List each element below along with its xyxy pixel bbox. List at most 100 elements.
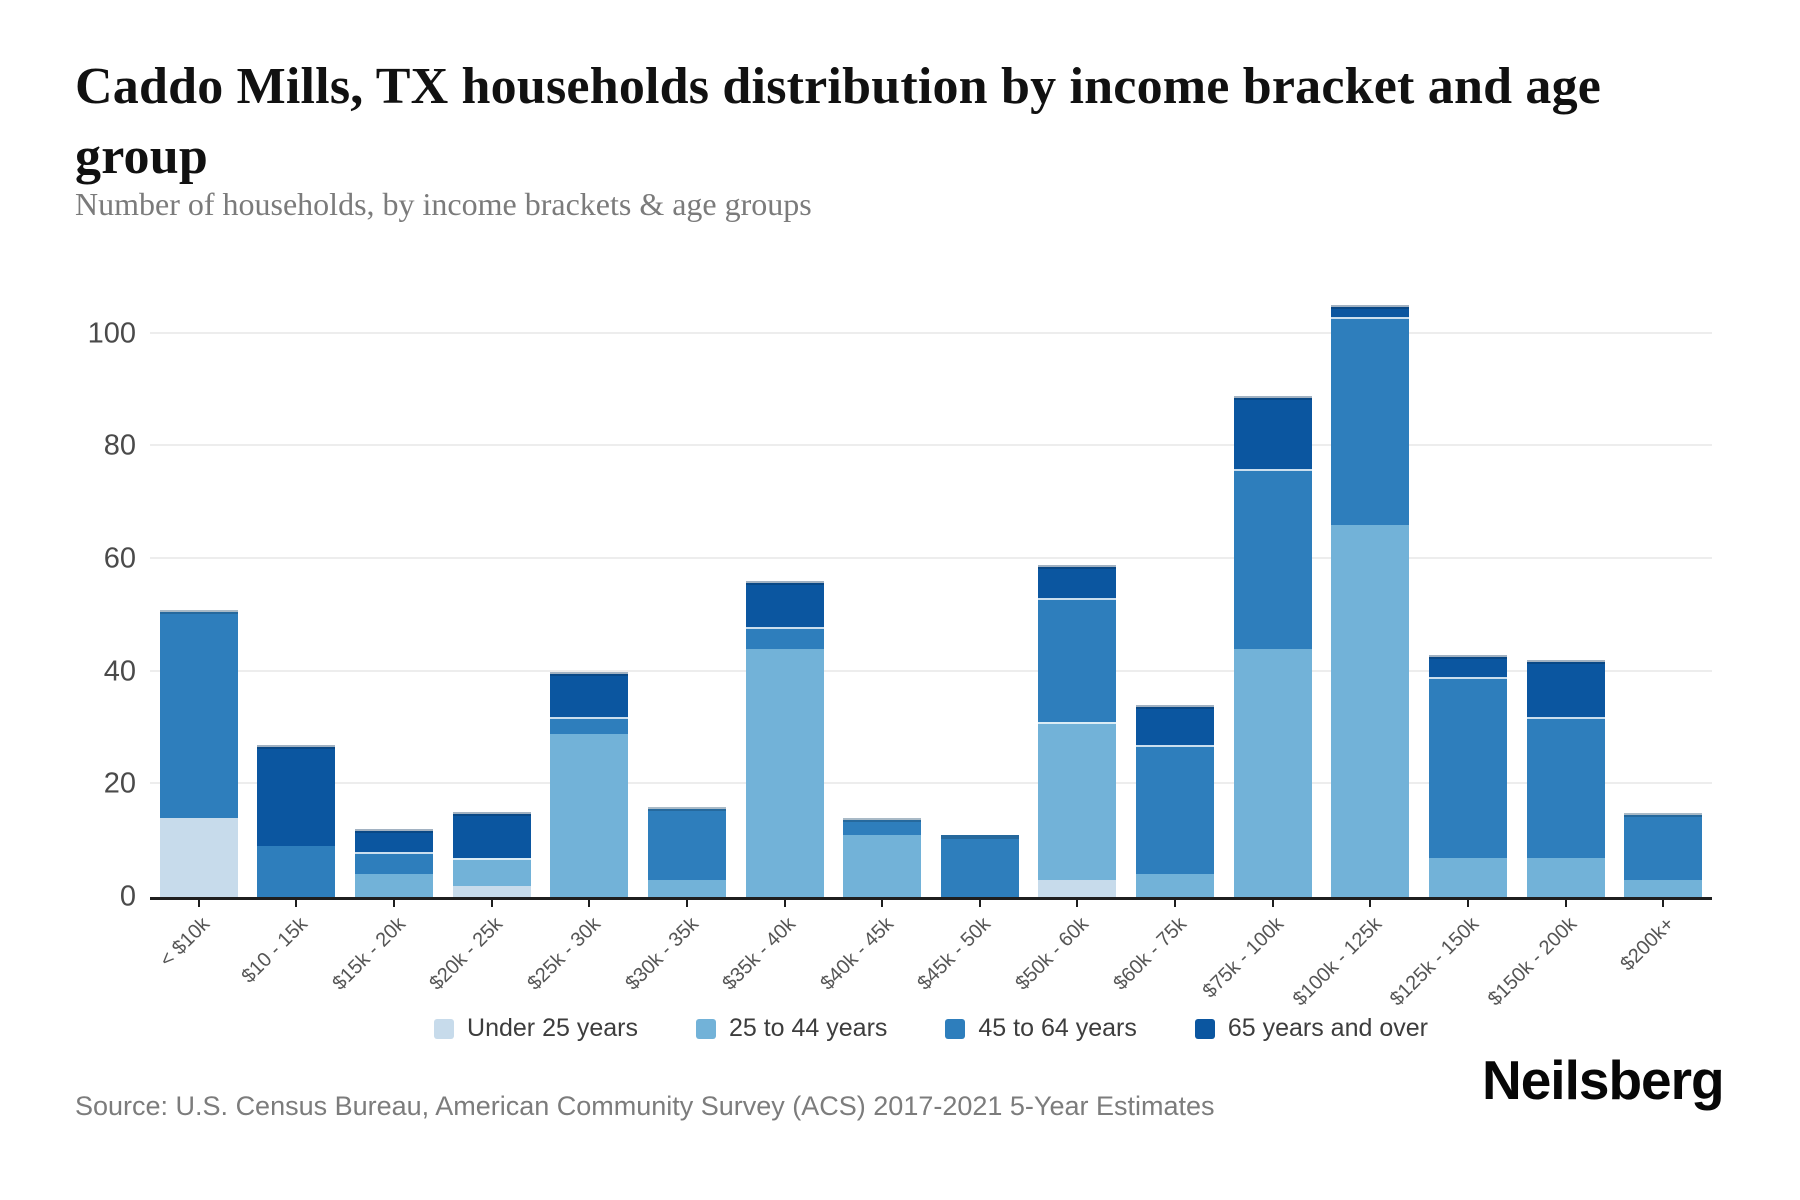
stacked-bar-$150k - 200k[interactable] (1526, 660, 1605, 897)
y-axis-tick-label: 20 (103, 767, 136, 800)
legend-swatch (434, 1018, 455, 1039)
category-slot: $10 - 15k (237, 280, 346, 988)
stacked-bar-$30k - 35k[interactable] (647, 806, 726, 897)
bar-segment-65-years-and-over[interactable] (745, 581, 824, 627)
x-axis-label: $60k - 75k (1109, 913, 1191, 995)
bar-segment-45-to-64-years[interactable] (940, 835, 1019, 897)
bar-segment-25-to-44-years[interactable] (647, 880, 726, 897)
bar-segment-25-to-44-years[interactable] (1136, 874, 1215, 897)
x-axis-tick (393, 900, 396, 907)
bar-segment-65-years-and-over[interactable] (257, 744, 336, 847)
bar-segment-45-to-64-years[interactable] (843, 818, 922, 836)
stacked-bar-$200k+[interactable] (1624, 812, 1703, 897)
x-axis-label: $30k - 35k (620, 913, 703, 995)
bar-segment-65-years-and-over[interactable] (452, 812, 531, 858)
stacked-bar-< $10k[interactable] (159, 609, 238, 897)
x-axis-tick (685, 900, 688, 907)
x-axis-tick (1076, 900, 1079, 907)
bar-segment-45-to-64-years[interactable] (1624, 812, 1703, 881)
bar-segment-25-to-44-years[interactable] (355, 874, 434, 897)
legend-swatch (945, 1018, 966, 1039)
legend-swatch (1194, 1018, 1215, 1039)
bar-segment-65-years-and-over[interactable] (1136, 705, 1215, 745)
category-slot: $150k - 200k (1484, 280, 1615, 1010)
bar-segment-under-25-years[interactable] (452, 885, 531, 897)
bar-segment-65-years-and-over[interactable] (355, 829, 434, 852)
category-slot: $75k - 100k (1199, 280, 1322, 1002)
bar-segment-65-years-and-over[interactable] (1038, 564, 1117, 599)
bar-segment-65-years-and-over[interactable] (1331, 305, 1410, 317)
x-axis-tick (1369, 900, 1372, 907)
x-axis-label: $40k - 45k (816, 913, 898, 995)
stacked-bar-$100k - 125k[interactable] (1331, 305, 1410, 897)
x-axis-tick (1466, 900, 1469, 907)
bars-container: < $10k $10 - 15k $15k - 20k $20k - 25k $25k … (150, 280, 1712, 1010)
x-axis-label: $200k+ (1616, 913, 1679, 976)
bar-segment-25-to-44-years[interactable] (1038, 722, 1117, 881)
stacked-bar-$60k - 75k[interactable] (1136, 705, 1215, 897)
gridline-60 (150, 556, 1712, 559)
legend-label: Under 25 years (467, 1014, 638, 1042)
x-axis-tick (1564, 900, 1567, 907)
stacked-bar-$35k - 40k[interactable] (745, 581, 824, 897)
plot-area: 0 20 40 60 80 100 < $10k $10 - 15k $15k - 20k $2… (88, 280, 1712, 1010)
y-axis-tick-label: 0 (119, 880, 136, 913)
bar-segment-under-25-years[interactable] (159, 818, 238, 897)
legend-label: 65 years and over (1227, 1014, 1428, 1042)
bar-segment-under-25-years[interactable] (1038, 880, 1117, 897)
bar-segment-65-years-and-over[interactable] (550, 671, 629, 717)
bar-segment-45-to-64-years[interactable] (1136, 744, 1215, 875)
bar-segment-45-to-64-years[interactable] (257, 846, 336, 897)
bar-segment-25-to-44-years[interactable] (745, 649, 824, 897)
bar-segment-45-to-64-years[interactable] (1428, 677, 1507, 858)
bar-segment-45-to-64-years[interactable] (1038, 598, 1117, 723)
legend-item-65-years-and-over: 65 years and over (1194, 1014, 1428, 1043)
x-axis-label: $35k - 40k (718, 913, 801, 995)
x-axis-label: $10 - 15k (237, 913, 312, 988)
bar-segment-25-to-44-years[interactable] (1233, 649, 1312, 897)
bar-segment-25-to-44-years[interactable] (550, 733, 629, 897)
x-axis-tick (295, 900, 298, 907)
category-slot: $15k - 20k (328, 280, 443, 995)
neilsberg-logo[interactable]: Neilsberg (1482, 1049, 1725, 1111)
bar-segment-25-to-44-years[interactable] (1331, 525, 1410, 897)
stacked-bar-$125k - 150k[interactable] (1428, 654, 1507, 897)
x-axis-label: $20k - 25k (425, 913, 508, 995)
category-slot: $60k - 75k (1109, 280, 1224, 995)
stacked-bar-$40k - 45k[interactable] (843, 818, 922, 897)
x-axis-label: < $10k (155, 913, 215, 972)
x-axis-label: $125k - 150k (1386, 913, 1484, 1011)
y-axis-tick-label: 80 (103, 429, 136, 462)
stacked-bar-$25k - 30k[interactable] (550, 671, 629, 897)
gridline-100 (150, 331, 1712, 334)
bar-segment-25-to-44-years[interactable] (1526, 857, 1605, 897)
bar-segment-45-to-64-years[interactable] (1526, 716, 1605, 858)
bar-segment-45-to-64-years[interactable] (1331, 316, 1410, 526)
bar-segment-25-to-44-years[interactable] (1624, 880, 1703, 897)
stacked-bar-$45k - 50k[interactable] (940, 835, 1019, 897)
bar-segment-45-to-64-years[interactable] (550, 716, 629, 734)
x-axis-label: $15k - 20k (328, 913, 410, 995)
gridline-40 (150, 669, 1712, 672)
bar-segment-45-to-64-years[interactable] (355, 851, 434, 875)
bar-segment-65-years-and-over[interactable] (1233, 395, 1312, 469)
x-axis-tick (588, 900, 591, 907)
bar-segment-65-years-and-over[interactable] (1526, 660, 1605, 717)
bar-segment-45-to-64-years[interactable] (745, 626, 824, 650)
stacked-bar-$10 - 15k[interactable] (257, 744, 336, 897)
stacked-bar-$15k - 20k[interactable] (355, 829, 434, 897)
legend-item-25-to-44-years: 25 to 44 years (695, 1014, 887, 1043)
bar-segment-25-to-44-years[interactable] (1428, 857, 1507, 897)
chart-subtitle: Number of households, by income brackets… (75, 186, 812, 222)
bar-segment-45-to-64-years[interactable] (1233, 468, 1312, 650)
bar-segment-45-to-64-years[interactable] (159, 609, 238, 819)
category-slot: $45k - 50k (914, 280, 1029, 995)
bar-segment-45-to-64-years[interactable] (647, 806, 726, 881)
stacked-bar-$20k - 25k[interactable] (452, 812, 531, 897)
source-attribution: Source: U.S. Census Bureau, American Com… (75, 1091, 1215, 1121)
stacked-bar-$75k - 100k[interactable] (1233, 395, 1312, 897)
bar-segment-25-to-44-years[interactable] (452, 857, 531, 886)
bar-segment-65-years-and-over[interactable] (1428, 654, 1507, 678)
bar-segment-25-to-44-years[interactable] (843, 835, 922, 897)
stacked-bar-$50k - 60k[interactable] (1038, 564, 1117, 897)
